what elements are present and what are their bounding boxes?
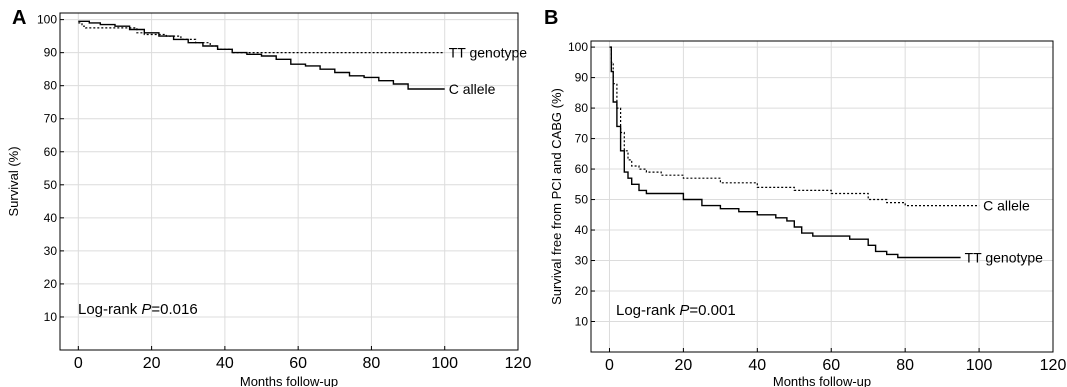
x-axis-title: Months follow-up bbox=[773, 374, 871, 387]
y-tick-label: 70 bbox=[575, 132, 589, 146]
y-tick-label: 40 bbox=[575, 223, 589, 237]
series-label: TT genotype bbox=[449, 45, 528, 61]
x-tick-label: 40 bbox=[216, 355, 234, 372]
y-tick-label: 60 bbox=[44, 145, 58, 159]
plot-frame bbox=[59, 12, 519, 351]
x-tick-label: 100 bbox=[966, 357, 993, 374]
x-tick-label: 0 bbox=[74, 355, 83, 372]
y-tick-label: 100 bbox=[568, 40, 588, 54]
x-axis-title: Months follow-up bbox=[240, 374, 338, 387]
survival-curve-tt-genotype bbox=[609, 46, 961, 259]
y-tick-label: 40 bbox=[44, 211, 58, 225]
y-tick-label: 30 bbox=[44, 244, 58, 258]
log-rank-text: Log-rank bbox=[616, 302, 679, 319]
x-tick-label: 0 bbox=[605, 357, 614, 374]
plot-frame bbox=[590, 40, 1054, 353]
p-symbol: P bbox=[679, 302, 689, 319]
panel-label: A bbox=[12, 7, 26, 29]
x-tick-label: 80 bbox=[363, 355, 381, 372]
y-tick-label: 30 bbox=[575, 254, 589, 268]
x-tick-label: 60 bbox=[822, 357, 840, 374]
p-value: =0.016 bbox=[151, 301, 197, 318]
x-tick-label: 40 bbox=[748, 357, 766, 374]
y-tick-label: 20 bbox=[575, 284, 589, 298]
y-tick-label: 10 bbox=[575, 315, 589, 329]
x-tick-label: 20 bbox=[143, 355, 161, 372]
log-rank-annotation: Log-rank P=0.016 bbox=[78, 301, 198, 318]
y-tick-label: 70 bbox=[44, 112, 58, 126]
x-tick-label: 120 bbox=[505, 355, 532, 372]
y-tick-label: 10 bbox=[44, 310, 58, 324]
y-tick-label: 80 bbox=[575, 101, 589, 115]
y-axis-title: Survival (%) bbox=[6, 146, 21, 216]
log-rank-text: Log-rank bbox=[78, 301, 141, 318]
p-value: =0.001 bbox=[689, 302, 735, 319]
y-tick-label: 90 bbox=[44, 46, 58, 60]
x-tick-label: 60 bbox=[289, 355, 307, 372]
survival-curve-tt-genotype bbox=[78, 22, 445, 54]
series-label: C allele bbox=[449, 81, 496, 97]
survival-curve-c-allele bbox=[78, 20, 445, 90]
x-tick-label: 120 bbox=[1040, 357, 1067, 374]
panel-label: B bbox=[544, 7, 558, 29]
y-tick-label: 50 bbox=[575, 193, 589, 207]
survival-curve-c-allele bbox=[609, 46, 980, 207]
y-axis-title: Survival free from PCI and CABG (%) bbox=[549, 88, 564, 305]
panel-a: A 10 20 30 40 50 60 70 80 90 100 0 20 40 60 80 100 120 Mon… bbox=[6, 7, 532, 387]
y-tick-label: 80 bbox=[44, 79, 58, 93]
p-symbol: P bbox=[141, 301, 151, 318]
chart-panel-b: B 10 20 30 40 50 60 70 80 90 100 0 20 40 60 80 100 120 Mon… bbox=[544, 7, 1067, 387]
panel-b: B 10 20 30 40 50 60 70 80 90 100 0 20 40 60 80 100 120 Mon… bbox=[534, 0, 1067, 387]
series-label: TT genotype bbox=[965, 249, 1044, 265]
y-tick-label: 100 bbox=[37, 13, 57, 27]
y-tick-label: 60 bbox=[575, 162, 589, 176]
y-tick-label: 50 bbox=[44, 178, 58, 192]
x-tick-label: 100 bbox=[431, 355, 458, 372]
log-rank-annotation: Log-rank P=0.001 bbox=[616, 302, 736, 319]
x-tick-label: 20 bbox=[675, 357, 693, 374]
x-tick-label: 80 bbox=[896, 357, 914, 374]
y-tick-label: 90 bbox=[575, 71, 589, 85]
y-tick-label: 20 bbox=[44, 277, 58, 291]
series-label: C allele bbox=[983, 198, 1030, 214]
chart-panel-a: A 10 20 30 40 50 60 70 80 90 100 0 20 40 60 80 100 120 Mon… bbox=[6, 7, 532, 387]
